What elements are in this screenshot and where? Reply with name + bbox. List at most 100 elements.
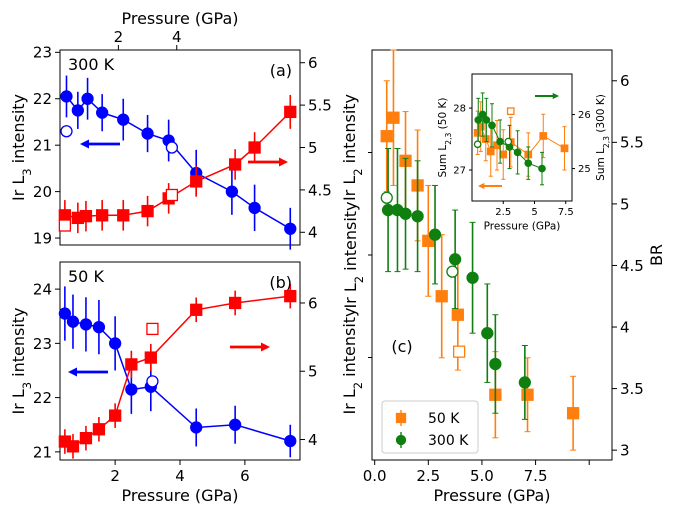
data-point (96, 106, 109, 119)
x-tick-label: 2.5 (495, 207, 511, 218)
data-point (478, 110, 487, 119)
y-axis-title: Ir L3 intensity (9, 307, 34, 414)
y2-tick-label: 4.5 (620, 257, 644, 275)
direction-arrow-head (478, 182, 485, 190)
data-point (504, 137, 513, 146)
series-b-0 (58, 286, 297, 458)
data-point (141, 204, 154, 218)
data-point (81, 92, 94, 105)
y2-tick-label: 6 (620, 72, 630, 90)
data-point (448, 253, 462, 266)
x-axis-title: Pressure (GPa) (433, 486, 550, 505)
x-tick-label: 2.5 (416, 467, 440, 485)
y-axis-title: Ir L3 intensity (9, 94, 34, 201)
legend-label: 50 K (428, 411, 460, 427)
data-point (481, 327, 494, 340)
y-tick-label: 23 (33, 44, 52, 62)
series-a-2 (58, 94, 297, 234)
y2-axis-title: Ir L2 intensity (340, 94, 365, 201)
data-point (117, 209, 130, 222)
data-point (190, 303, 203, 316)
y-axis-title: Sum L2,3 (50 K) (437, 98, 453, 178)
y-tick-label: 19 (33, 229, 52, 247)
data-point (499, 150, 508, 159)
series-a-0 (60, 75, 297, 250)
y-tick-label: 23 (33, 335, 52, 353)
direction-arrow-head (261, 342, 270, 352)
data-point (474, 116, 483, 124)
data-point (284, 434, 297, 448)
data-point (71, 104, 84, 117)
data-point (524, 159, 533, 168)
top-x-tick-label: 4 (172, 28, 182, 46)
data-point (473, 140, 482, 149)
x-tick-label: 5.0 (470, 467, 494, 485)
data-point (284, 105, 297, 119)
data-point (108, 337, 122, 350)
y-tick-label: 21 (33, 443, 52, 461)
y2-tick-label: 5.5 (620, 134, 644, 152)
y2-axis-title: Ir L2 intensity (340, 307, 365, 414)
y2-tick-label: 6 (308, 294, 318, 312)
y-tick-label: 24 (33, 281, 52, 299)
data-point (228, 158, 242, 171)
data-point (66, 315, 80, 328)
data-point (380, 191, 393, 204)
series-a-1 (60, 125, 179, 154)
x-axis-title: Pressure (GPa) (484, 221, 561, 233)
data-point (428, 228, 442, 241)
data-point (446, 265, 459, 278)
y2-tick-label: 3 (620, 442, 630, 460)
direction-arrow-head (80, 139, 89, 149)
legend-marker (395, 434, 407, 446)
x-tick-label: 7.5 (524, 467, 548, 485)
data-point (506, 107, 515, 116)
x-tick-label: 0.0 (363, 467, 387, 485)
series-a-3 (58, 188, 179, 232)
data-point (92, 423, 106, 436)
y2-tick-label: 4.5 (308, 181, 332, 199)
data-point (496, 137, 504, 146)
data-point (190, 175, 203, 188)
data-point (538, 164, 546, 173)
series-c-inset-3 (473, 137, 513, 149)
x-tick-label: 4 (175, 467, 185, 485)
data-point (518, 376, 531, 389)
data-point (380, 130, 393, 143)
data-point (466, 271, 479, 284)
series-b-2 (58, 283, 297, 459)
data-point (108, 409, 122, 422)
temperature-annotation: 300 K (68, 55, 115, 74)
y2-tick-label: 5 (308, 363, 318, 381)
data-point (66, 440, 80, 453)
y-tick-label: 27 (453, 166, 466, 177)
data-point (79, 432, 93, 445)
y2-tick-label: 4 (308, 224, 318, 242)
data-point (96, 209, 109, 222)
y2-tick-label: 5 (308, 139, 318, 157)
data-point (117, 113, 130, 126)
top-x-axis-title: Pressure (GPa) (121, 9, 238, 28)
series-c-inset-2 (474, 92, 546, 186)
data-point (146, 322, 159, 336)
y2-tick-label: 4 (620, 318, 630, 336)
series-c-2 (381, 147, 531, 420)
data-point (248, 201, 261, 215)
data-point (481, 135, 490, 143)
series-c-1 (453, 345, 466, 358)
direction-arrow-head (279, 157, 288, 167)
data-point (453, 345, 466, 358)
data-point (539, 132, 548, 140)
y2-tick-label: 5.5 (308, 97, 332, 115)
data-point (228, 418, 242, 431)
data-point (411, 210, 424, 223)
data-point (141, 127, 154, 140)
data-point (60, 125, 73, 138)
data-point (521, 388, 534, 401)
y2-tick-label: 5 (620, 195, 630, 213)
data-point (58, 307, 72, 320)
